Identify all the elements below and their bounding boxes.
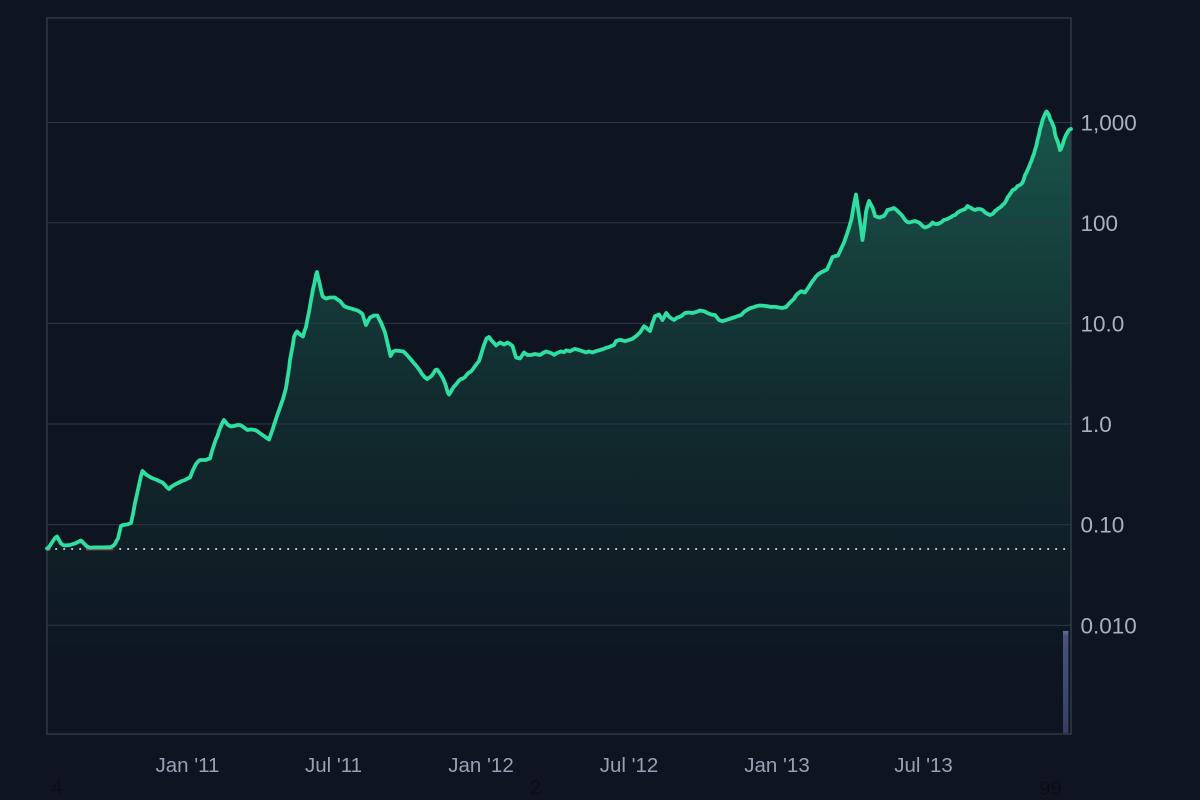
svg-text:2: 2 — [530, 777, 541, 799]
svg-text:99: 99 — [1039, 778, 1061, 800]
svg-text:100: 100 — [1081, 211, 1119, 236]
svg-text:10.0: 10.0 — [1081, 311, 1125, 336]
svg-text:Jul '11: Jul '11 — [305, 754, 362, 777]
svg-text:4: 4 — [51, 777, 62, 799]
svg-text:0.10: 0.10 — [1081, 513, 1125, 538]
svg-text:Jan '11: Jan '11 — [156, 754, 220, 777]
svg-text:Jul '13: Jul '13 — [894, 754, 953, 777]
svg-text:Jul '12: Jul '12 — [600, 754, 659, 777]
svg-text:0.010: 0.010 — [1081, 613, 1137, 638]
svg-text:1,000: 1,000 — [1081, 111, 1137, 136]
svg-text:Jan '13: Jan '13 — [744, 754, 809, 777]
svg-text:Jan '12: Jan '12 — [448, 754, 513, 777]
svg-text:1.0: 1.0 — [1081, 412, 1112, 437]
